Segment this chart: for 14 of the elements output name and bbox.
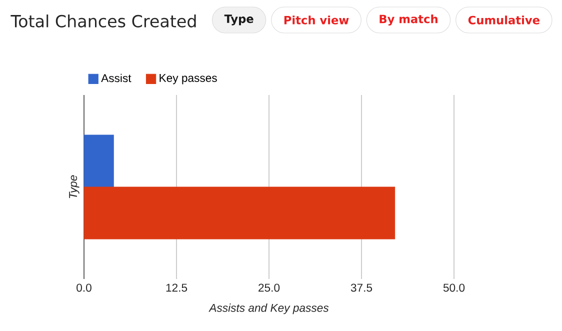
text: By match bbox=[380, 14, 438, 26]
chart-title: Total Chances Created bbox=[10, 14, 196, 28]
text: Cumulative bbox=[468, 16, 540, 24]
y-axis-title: Type bbox=[69, 175, 80, 198]
x-tick-label: 12.5 bbox=[166, 284, 188, 292]
x-axis-title: Assists and Key passes bbox=[208, 304, 329, 314]
x-tick-label: 25.0 bbox=[258, 284, 280, 292]
text: Type bbox=[224, 14, 254, 26]
x-tick-label: 0.0 bbox=[76, 284, 92, 292]
text: Pitch view bbox=[284, 16, 349, 24]
legend-label: Key passes bbox=[160, 74, 217, 84]
x-tick-label: 37.5 bbox=[350, 284, 372, 292]
x-tick-label: 50.0 bbox=[443, 284, 465, 292]
legend-label: Assist bbox=[101, 74, 132, 82]
